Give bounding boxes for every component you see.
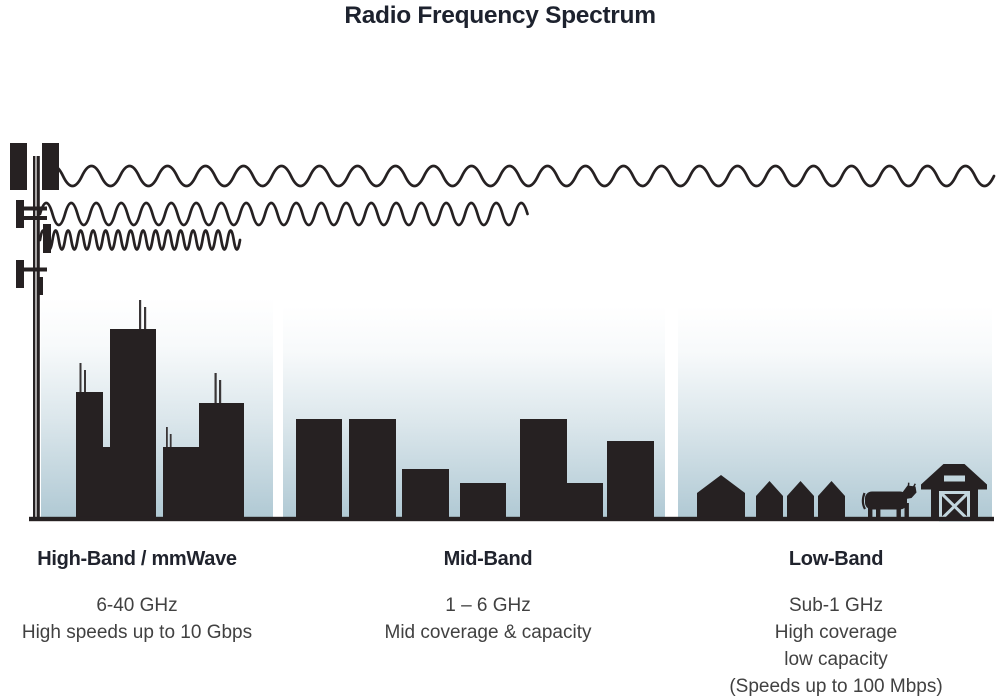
band-label-mid-band: Mid-Band 1 – 6 GHz Mid coverage & capaci… (358, 548, 618, 646)
tower-mast (36, 156, 40, 518)
building (607, 441, 654, 520)
building (163, 447, 199, 520)
cow-head (902, 485, 917, 500)
band-label-low-band: Low-Band Sub-1 GHz High coverage low cap… (706, 548, 966, 700)
antenna-panel (43, 224, 51, 253)
building (402, 469, 449, 520)
band-detail: 1 – 6 GHz (445, 595, 531, 616)
band-detail: 6-40 GHz (96, 595, 178, 616)
building (296, 419, 342, 520)
rooftop-antenna (169, 434, 172, 448)
barn-icon (921, 464, 987, 522)
band-detail: low capacity (784, 649, 888, 670)
wave-short-wavelength-high-band (38, 229, 242, 251)
house-icon (787, 481, 814, 520)
antenna-crossarm (20, 206, 47, 211)
spectrum-illustration (10, 143, 996, 522)
radio-waves (38, 164, 996, 251)
rooftop-antenna (139, 300, 142, 330)
building (349, 419, 396, 520)
ground-line (29, 516, 994, 522)
rooftop-antenna (79, 363, 82, 393)
cow-leg (876, 506, 881, 520)
rooftop-antenna (214, 373, 217, 404)
page-title: Radio Frequency Spectrum (344, 2, 656, 29)
band-name: High-Band / mmWave (37, 548, 237, 570)
band-name: Mid-Band (443, 548, 533, 570)
band-name: Low-Band (788, 548, 884, 570)
barn-window (944, 475, 965, 482)
antenna-crossarm (20, 216, 47, 220)
barn-door-cross (939, 491, 970, 522)
rooftop-antenna (84, 370, 86, 393)
antenna-crossarm (20, 267, 47, 272)
rural-scene (697, 464, 987, 522)
cow-tail (861, 492, 866, 510)
house-icon (697, 475, 745, 520)
sky-panel-mid-band (283, 306, 665, 518)
house-icon (756, 481, 783, 520)
mid-rise-buildings-silhouette (296, 419, 654, 520)
skyscraper-city-silhouette (76, 300, 244, 520)
band-detail: High coverage (774, 622, 898, 643)
antenna-panel (42, 143, 59, 190)
rooftop-antenna (166, 427, 168, 448)
cell-tower-icon (10, 143, 59, 518)
wave-long-wavelength-low-band (42, 164, 996, 188)
band-detail: (Speeds up to 100 Mbps) (729, 676, 943, 697)
antenna-panel (10, 143, 27, 190)
building (110, 329, 156, 520)
rooftop-antenna (219, 380, 222, 404)
antenna-panel (16, 260, 24, 288)
building (520, 419, 567, 520)
building (567, 483, 603, 520)
tower-mast (33, 156, 36, 518)
building (460, 483, 506, 520)
cow-icon (861, 482, 917, 520)
wave-medium-wavelength-mid-band (38, 201, 529, 227)
cow-leg (868, 506, 873, 520)
band-detail: Sub-1 GHz (789, 595, 883, 616)
band-label-high-band: High-Band / mmWave 6-40 GHz High speeds … (7, 548, 267, 646)
cow-leg (904, 503, 909, 520)
antenna-panel (16, 200, 24, 228)
building (76, 392, 103, 520)
cow-horns (907, 482, 916, 488)
cow-body (865, 491, 907, 510)
band-detail: High speeds up to 10 Gbps (21, 622, 253, 643)
building (199, 403, 244, 520)
band-detail: Mid coverage & capacity (384, 622, 592, 643)
rooftop-antenna (144, 307, 147, 330)
building (103, 447, 110, 520)
cow-leg (896, 506, 901, 520)
antenna-stub (38, 277, 43, 295)
house-icon (818, 481, 845, 520)
